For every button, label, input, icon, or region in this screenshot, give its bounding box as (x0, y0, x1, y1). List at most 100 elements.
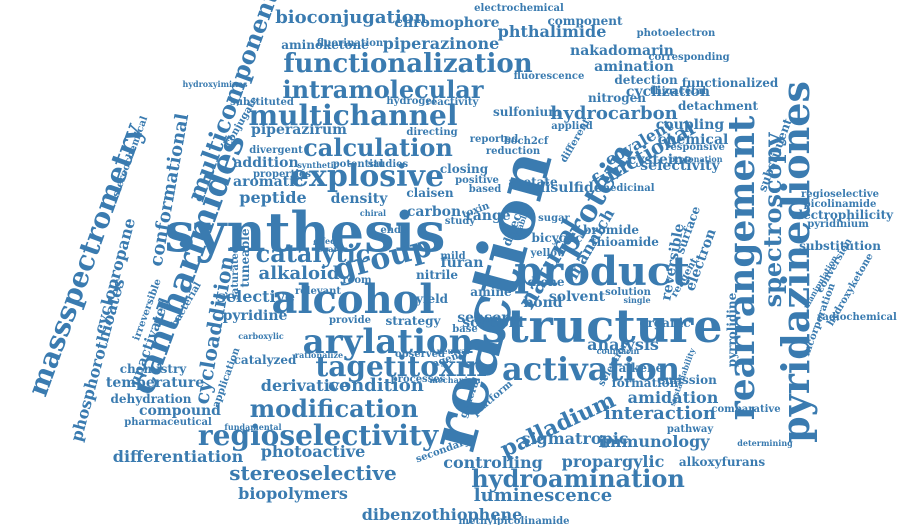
word-pathway: pathway (666, 424, 714, 435)
word-chemistry: chemistry (119, 362, 187, 376)
word-selective: selective (216, 287, 296, 306)
word-hydrogel: hydrogel (386, 96, 436, 107)
word-compound: compound (139, 403, 221, 419)
word-room: room (342, 275, 372, 286)
word-yellow: yellow (530, 248, 566, 259)
word-furan: furan (440, 255, 484, 271)
word-synthetic: synthetic (297, 160, 339, 170)
word-controlling: controlling (443, 453, 543, 472)
word-detachment: detachment (678, 99, 758, 113)
word-propargylic: propargylic (561, 452, 665, 471)
word-strategy: strategy (385, 314, 441, 328)
word-studies: studies (367, 159, 409, 170)
word-amine: amine (470, 285, 512, 299)
word-mild: mild (440, 251, 466, 262)
word-regioselective: regioselective (801, 189, 879, 200)
word-aromatic: aromatic (233, 174, 303, 190)
word-disulfide: disulfide (535, 180, 603, 196)
word-density: density (330, 191, 388, 207)
word-peptide: peptide (239, 188, 307, 207)
word-substitution: substitution (799, 239, 881, 253)
word-effect: effect (313, 236, 339, 246)
word-coumarin: coumarin (596, 346, 640, 356)
word-differentiation: differentiation (112, 447, 244, 466)
word-cyclization: cyclization (625, 84, 711, 100)
word-based: based (468, 184, 502, 195)
word-hydroxyimines: hydroxyimines (182, 79, 248, 89)
word-fluorescence: fluorescence (513, 71, 585, 82)
word-fluorination: fluorination (316, 38, 384, 49)
word-methylpicolinamide: methylpicolinamide (458, 516, 570, 525)
word-stereoselective: stereoselective (229, 461, 397, 485)
word-yield: yield (415, 292, 449, 306)
word-observed: observed (394, 349, 446, 360)
word-thioacetal: thioacetal (649, 86, 707, 97)
word-range: range (465, 208, 511, 224)
word-product: product (514, 248, 690, 295)
word-solvent: solvent (548, 289, 606, 305)
word-bond: bond (523, 295, 563, 311)
word-divergent: divergent (249, 145, 303, 156)
word-corresponding: corresponding (648, 52, 730, 63)
word-responsive: responsive (665, 142, 725, 153)
word-interaction: interaction (603, 403, 717, 424)
word-alkene: alkene (618, 361, 664, 375)
word-selectivity: selectivity (640, 158, 720, 174)
word-rearrangement: rearrangement (721, 115, 763, 421)
word-picolinamide: picolinamide (803, 199, 877, 210)
word-carbon: carbon (406, 204, 462, 220)
word-dibenzothiophene: dibenzothiophene (361, 505, 523, 524)
word-claisen: claisen (406, 186, 454, 200)
word-thioamide: thioamide (591, 235, 659, 249)
word-nakadomarin: nakadomarin (570, 43, 674, 59)
word-phthalimide: phthalimide (497, 22, 607, 41)
word-component: component (547, 14, 623, 28)
word-single: single (623, 295, 651, 305)
word-derivative: derivative (260, 376, 350, 395)
word-medicinal: medicinal (599, 183, 655, 194)
word-amination: amination (594, 59, 674, 75)
word-diene: diene (527, 275, 565, 289)
word-luminescence: luminescence (473, 485, 613, 506)
word-mechanism: mechanism (429, 375, 481, 385)
word-alkaloid: alkaloid (258, 263, 340, 284)
word-provide: provide (329, 315, 371, 326)
word-catalyzed: catalyzed (233, 353, 297, 367)
word-emission: emission (657, 373, 717, 387)
word-comparative: comparative (711, 404, 781, 415)
word-alkoxyfurans: alkoxyfurans (678, 455, 766, 469)
word-determining: determining (737, 438, 793, 448)
word-pyrrolidine: pyrrolidine (725, 292, 739, 368)
word-bromide: bromide (583, 223, 639, 237)
word-substituted: substituted (230, 97, 294, 108)
word-condition: condition (328, 375, 424, 396)
word-organic: organic (639, 316, 691, 330)
word-structure: structure (481, 299, 723, 353)
word-hydroamination: hydroamination (471, 464, 685, 493)
word-reported: reported (469, 134, 519, 145)
word-regioselectivity: regioselectivity (197, 419, 439, 452)
word-intramolecular: intramolecular (282, 75, 484, 104)
word-pharmaceutical: pharmaceutical (124, 417, 212, 428)
word-positive: positive (455, 175, 499, 186)
word-charge: charge (317, 244, 349, 254)
word-saturated: saturated (230, 246, 241, 300)
word-endo: endo (380, 225, 408, 236)
word-tagetitoxin: tagetitoxin (315, 350, 487, 383)
word-sensor: sensor (457, 310, 509, 326)
word-reactivity: reactivity (425, 97, 479, 108)
word-temperature: temperature (105, 375, 205, 391)
word-hydrocarbon: hydrocarbon (550, 103, 678, 124)
word-fundamental: fundamental (224, 422, 282, 432)
word-multichannel: multichannel (248, 99, 458, 132)
word-radiochemical: radiochemical (817, 312, 897, 323)
word-pyridine: pyridine (222, 308, 288, 324)
word-formation: formation (611, 376, 679, 390)
word-addition: addition (233, 155, 299, 171)
word-coupling: coupling (655, 117, 725, 133)
word-chiral: chiral (359, 208, 387, 218)
word-photoelectron: photoelectron (636, 28, 716, 39)
word-amidation: amidation (627, 388, 719, 407)
word-cysteine: cysteine (627, 152, 693, 168)
